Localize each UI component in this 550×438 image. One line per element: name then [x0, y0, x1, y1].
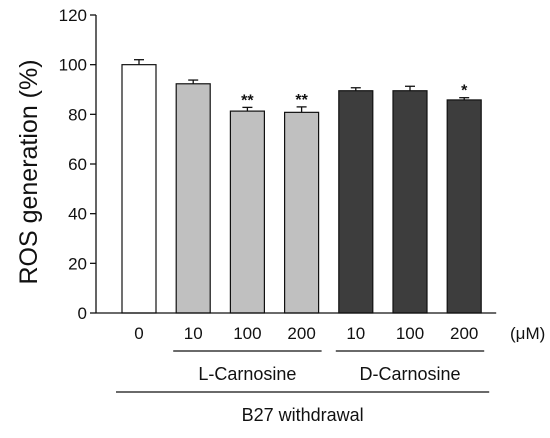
bar: [121, 64, 157, 314]
bar: [338, 90, 374, 314]
y-tick-label: 0: [78, 304, 87, 323]
group-label: L-Carnosine: [198, 364, 296, 384]
bar: [175, 83, 211, 314]
y-tick-label: 20: [68, 254, 87, 273]
significance-marker: *: [461, 83, 468, 100]
y-tick-label: 40: [68, 205, 87, 224]
x-tick-label: 200: [287, 324, 315, 343]
x-tick-label: 100: [233, 324, 261, 343]
group-label: D-Carnosine: [359, 364, 460, 384]
y-axis: 0 20 40 60 80 100 120: [59, 6, 97, 323]
bar: [229, 110, 265, 314]
significance-marker: **: [295, 92, 308, 109]
significance-marker: **: [241, 92, 254, 109]
y-tick-label: 120: [59, 6, 87, 25]
bar: [284, 111, 320, 314]
y-tick-label: 80: [68, 105, 87, 124]
x-tick-label: 10: [184, 324, 203, 343]
bar: [446, 99, 482, 314]
outer-group-label: B27 withdrawal: [242, 405, 364, 425]
x-tick-label: 10: [346, 324, 365, 343]
y-tick-label: 100: [59, 56, 87, 75]
y-tick-label: 60: [68, 155, 87, 174]
x-tick-label: 0: [134, 324, 143, 343]
x-tick-label: 200: [450, 324, 478, 343]
group-brackets: L-Carnosine D-Carnosine B27 withdrawal: [116, 350, 490, 425]
x-tick-label: 100: [396, 324, 424, 343]
y-axis-label: ROS generation (%): [15, 59, 43, 284]
bars: ** ***: [121, 59, 482, 314]
x-axis: 0 10 100 200 10 100 200: [96, 312, 497, 343]
bar: [392, 90, 428, 314]
unit-label: (μM): [510, 324, 545, 343]
